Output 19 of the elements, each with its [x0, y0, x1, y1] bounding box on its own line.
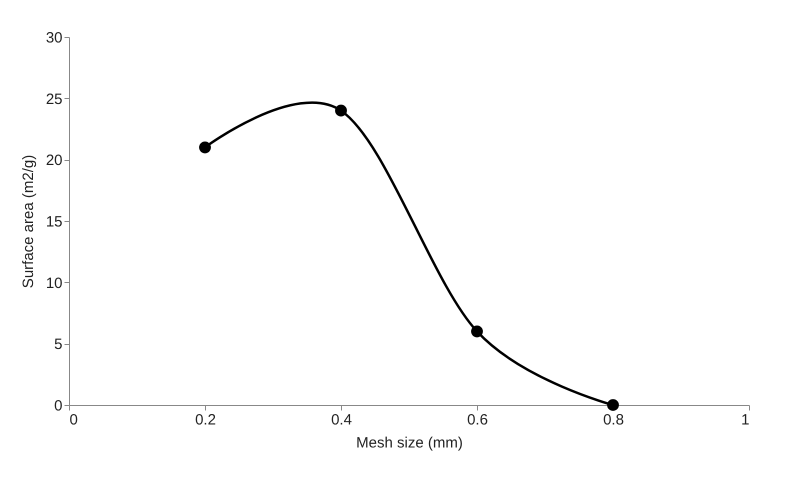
x-tick-label: 0.2	[195, 412, 216, 428]
y-tick-label: 15	[46, 214, 62, 230]
x-axis-title: Mesh size (mm)	[356, 434, 463, 452]
y-tick-label: 25	[46, 90, 62, 108]
x-tick-label: 0	[70, 412, 78, 428]
point	[607, 399, 619, 411]
point	[335, 104, 347, 117]
y-axis-title: Surface area (m2/g)	[20, 154, 37, 288]
point	[199, 141, 211, 154]
x-tick-label: 0.8	[603, 412, 624, 428]
y-tick-label: 10	[46, 274, 62, 292]
y-tick-label: 30	[46, 30, 62, 46]
x-tick-label: 0.4	[331, 412, 352, 428]
x-tick-label: 0.6	[467, 412, 488, 428]
point	[471, 325, 483, 338]
y-tick-label: 5	[54, 336, 62, 354]
y-tick-label: 0	[54, 398, 62, 414]
x-tick-label: 1	[741, 412, 750, 428]
y-tick-label: 20	[46, 152, 62, 170]
